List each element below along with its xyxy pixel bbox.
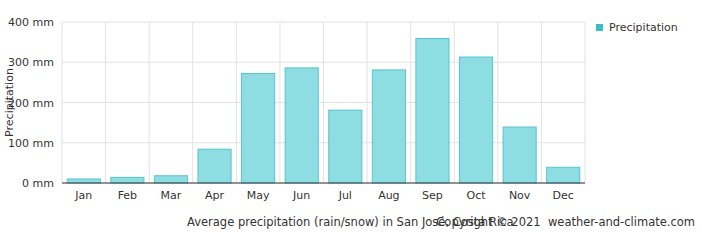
y-axis-label: Precipitation: [3, 68, 16, 137]
x-tick-label: Aug: [378, 189, 399, 202]
x-tick-label: Jan: [74, 189, 92, 202]
x-tick-label: May: [247, 189, 270, 202]
grid-line: [62, 183, 585, 184]
bar: [416, 39, 449, 183]
bar: [547, 167, 580, 183]
x-axis-line: [62, 183, 585, 184]
grid-line-vertical: [236, 22, 237, 183]
grid-line-vertical: [367, 22, 368, 183]
grid-line-vertical: [541, 22, 542, 183]
bar: [242, 74, 275, 183]
bar: [503, 127, 536, 183]
x-tick-label: Feb: [118, 189, 137, 202]
chart-container: 0 mm100 mm200 mm300 mm400 mmJanFebMarApr…: [0, 0, 702, 232]
x-tick-label: Sep: [422, 189, 443, 202]
x-tick-label: Nov: [509, 189, 531, 202]
grid-line-vertical: [149, 22, 150, 183]
x-tick-label: Dec: [553, 189, 574, 202]
legend-label: Precipitation: [609, 21, 678, 34]
grid-line-vertical: [454, 22, 455, 183]
x-tick-label: Jun: [292, 189, 310, 202]
y-tick-label: 300 mm: [8, 56, 54, 69]
grid-line-vertical: [497, 22, 498, 183]
grid-line-vertical: [279, 22, 280, 183]
legend-swatch: [596, 24, 603, 31]
bar: [372, 70, 405, 183]
y-tick-label: 400 mm: [8, 16, 54, 29]
x-tick-label: Mar: [161, 189, 182, 202]
grid-line-vertical: [105, 22, 106, 183]
grid-line-vertical: [410, 22, 411, 183]
grid-line-vertical: [192, 22, 193, 183]
copyright: Copyright © 2021 weather-and-climate.com: [436, 215, 695, 229]
bar: [285, 68, 318, 183]
x-tick-label: Oct: [467, 189, 487, 202]
y-tick-label: 0 mm: [22, 177, 54, 190]
plot-background: [62, 22, 585, 183]
bar: [198, 149, 231, 183]
bar: [459, 57, 492, 183]
x-tick-label: Jul: [338, 189, 352, 202]
grid-line-vertical: [62, 22, 63, 183]
grid-line-vertical: [323, 22, 324, 183]
bar: [67, 179, 100, 183]
bar: [111, 177, 144, 183]
chart-svg: 0 mm100 mm200 mm300 mm400 mmJanFebMarApr…: [0, 0, 702, 232]
bar: [329, 110, 362, 183]
grid-line-vertical: [585, 22, 586, 183]
bar: [154, 176, 187, 183]
x-tick-label: Apr: [205, 189, 225, 202]
y-tick-label: 100 mm: [8, 137, 54, 150]
